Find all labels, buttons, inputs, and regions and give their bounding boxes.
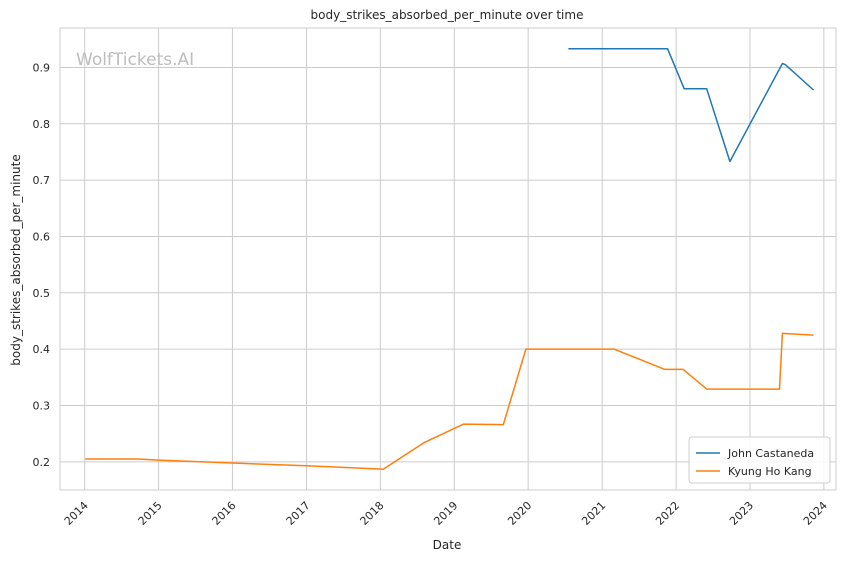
x-tick-label: 2016: [210, 499, 239, 528]
y-tick-label: 0.4: [33, 343, 51, 356]
x-tick-label: 2021: [579, 499, 608, 528]
x-tick-label: 2023: [727, 499, 756, 528]
x-tick-label: 2014: [62, 499, 91, 528]
y-tick-label: 0.5: [33, 287, 51, 300]
y-axis-title: body_strikes_absorbed_per_minute: [9, 154, 23, 365]
y-tick-label: 0.7: [33, 174, 51, 187]
y-tick-label: 0.2: [33, 456, 51, 469]
x-axis-title: Date: [433, 538, 462, 552]
watermark: WolfTickets.AI: [76, 50, 194, 70]
y-tick-label: 0.6: [33, 230, 51, 243]
y-tick-label: 0.9: [33, 61, 51, 74]
x-tick-label: 2022: [653, 499, 682, 528]
y-axis-ticks: 0.2 0.3 0.4 0.5 0.6 0.7 0.8 0.9: [33, 61, 51, 468]
legend-box: [688, 436, 831, 484]
x-axis-ticks: 2014 2015 2016 2017 2018 2019 2020 2021 2022 2023…: [62, 499, 830, 528]
x-tick-label: 2017: [284, 499, 313, 528]
x-tick-label: 2020: [505, 499, 534, 528]
legend-label-series-0: John Castaneda: [727, 447, 814, 460]
series-layer: [85, 48, 815, 470]
x-tick-label: 2018: [358, 499, 387, 528]
legend: John Castaneda Kyung Ho Kang: [688, 436, 831, 484]
plot-frame: [59, 27, 837, 491]
y-tick-label: 0.8: [33, 118, 51, 131]
x-tick-label: 2015: [136, 499, 165, 528]
series-line-1: [85, 332, 814, 470]
y-tick-label: 0.3: [33, 399, 51, 412]
chart-title: body_strikes_absorbed_per_minute over ti…: [311, 8, 584, 22]
x-tick-label: 2024: [801, 499, 830, 528]
series-line-0: [568, 48, 815, 163]
x-tick-label: 2019: [431, 499, 460, 528]
legend-label-series-1: Kyung Ho Kang: [728, 465, 812, 478]
grid: [60, 28, 836, 490]
